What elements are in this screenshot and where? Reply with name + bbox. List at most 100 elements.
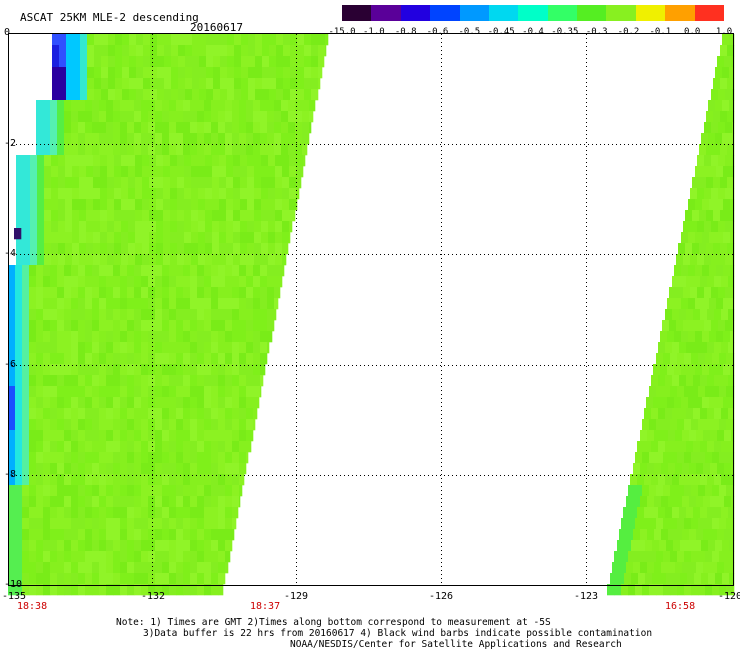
swath-cell [701,133,709,145]
swath-cell [92,397,100,409]
swath-cell [176,375,184,387]
swath-cell [135,243,143,255]
swath-cell [156,221,164,233]
swath-cell [198,221,206,233]
swath-cell [134,540,142,552]
swath-cell [57,122,65,134]
swath-cell [262,89,270,101]
swath-cell [113,364,121,376]
swath-cell [699,243,707,255]
swath-cell [93,199,101,211]
swath-cell [155,111,163,123]
swath-cell [241,89,249,101]
swath-cell [162,122,170,134]
swath-cell [694,540,702,552]
swath-cell [156,243,164,255]
swath-cell [726,419,734,431]
swath-cell [190,375,198,387]
swath-cell [727,144,735,156]
swath-cell [157,34,165,46]
swath-cell [288,122,296,134]
swath-cell [36,287,44,299]
swath-cell [64,419,72,431]
swath-cell [162,111,170,123]
swath-cell [169,441,177,453]
swath-cell [707,375,715,387]
swath-cell [134,375,142,387]
swath-cell [115,56,123,68]
swath-cell [29,430,37,442]
swath-cell [695,397,703,409]
swath-cell [248,78,256,90]
swath-cell [120,419,128,431]
swath-cell [72,166,80,178]
swath-cell [30,199,38,211]
swath-cell [268,155,276,167]
swath-cell [43,111,51,123]
swath-cell [704,188,712,200]
swath-cell [114,177,122,189]
swath-cell [36,386,44,398]
swath-cell [127,386,135,398]
swath-cell [660,364,668,376]
swath-cell [699,210,707,222]
swath-cell [289,221,293,233]
swath-cell [114,232,122,244]
swath-cell [80,45,88,57]
swath-cell [15,408,23,420]
swath-cell [260,364,266,376]
swath-cell [134,287,142,299]
swath-cell [276,34,284,46]
swath-cell [220,45,228,57]
swath-cell [688,199,696,211]
swath-cell [176,573,184,585]
swath-cell [681,331,689,343]
swath-cell [197,562,205,574]
swath-cell [113,485,121,497]
swath-cell [191,243,199,255]
swath-cell [197,287,205,299]
swath-cell [29,496,37,508]
colorbar-segment [606,5,637,21]
swath-cell [64,298,72,310]
swath-cell [99,364,107,376]
swath-cell [169,100,177,112]
swath-cell [253,111,261,123]
swath-cell [260,100,268,112]
swath-cell [52,56,60,68]
swath-cell [57,562,65,574]
swath-cell [71,584,79,596]
swath-cell [255,78,263,90]
swath-cell [108,78,116,90]
swath-cell [692,243,700,255]
swath-cell [728,408,735,420]
swath-cell [141,463,149,475]
swath-cell [22,331,30,343]
swath-cell [711,122,719,134]
swath-cell [712,518,720,530]
swath-cell [113,144,121,156]
swath-cell [85,518,93,530]
swath-cell [149,210,157,222]
swath-cell [669,287,677,299]
swath-cell [211,584,219,596]
swath-cell [719,386,727,398]
swath-cell [691,584,699,596]
swath-cell [707,309,715,321]
swath-cell [127,265,135,277]
swath-cell [672,408,680,420]
swath-cell [85,342,93,354]
swath-cell [191,254,199,266]
swath-cell [94,67,102,79]
swath-cell [78,122,86,134]
swath-cell [106,342,114,354]
swath-cell [8,386,16,398]
swath-cell [708,540,716,552]
swath-cell [85,111,93,123]
swath-cell [99,309,107,321]
swath-cell [239,408,247,420]
swath-cell [171,45,179,57]
swath-cell [717,463,725,475]
swath-cell [700,441,708,453]
swath-cell [106,320,114,332]
